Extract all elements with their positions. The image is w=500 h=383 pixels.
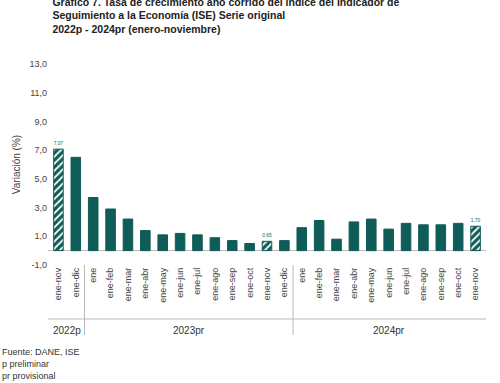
svg-text:ene: ene [88, 268, 98, 283]
svg-text:ene-nov: ene-nov [470, 267, 480, 300]
svg-text:ene-mar: ene-mar [331, 268, 341, 302]
svg-text:3,0: 3,0 [34, 203, 47, 213]
svg-text:ene-ago: ene-ago [418, 268, 428, 301]
svg-text:ene-abr: ene-abr [349, 268, 359, 299]
svg-text:ene-may: ene-may [158, 267, 168, 303]
svg-text:ene-ago: ene-ago [210, 268, 220, 301]
svg-text:11,0: 11,0 [30, 88, 47, 98]
svg-text:pr provisional: pr provisional [2, 371, 56, 381]
svg-text:ene-oct: ene-oct [453, 267, 463, 298]
svg-text:ene-jul: ene-jul [401, 268, 411, 295]
svg-text:ene-jul: ene-jul [192, 268, 202, 295]
svg-text:2022p: 2022p [53, 325, 81, 336]
svg-text:ene-oct: ene-oct [245, 267, 255, 298]
svg-text:0,65: 0,65 [262, 233, 272, 238]
svg-text:ene-feb: ene-feb [314, 268, 324, 299]
svg-text:ene-dic: ene-dic [71, 267, 81, 297]
svg-text:ene-may: ene-may [366, 267, 376, 303]
svg-text:Fuente: DANE, ISE: Fuente: DANE, ISE [2, 347, 80, 357]
svg-text:ene-feb: ene-feb [105, 268, 115, 299]
svg-text:13,0: 13,0 [29, 59, 47, 69]
svg-text:ene-jun: ene-jun [175, 268, 185, 298]
svg-text:2024pr: 2024pr [373, 325, 405, 336]
svg-text:p preliminar: p preliminar [2, 359, 49, 369]
svg-text:9,0: 9,0 [34, 117, 47, 127]
svg-text:5,0: 5,0 [34, 174, 47, 184]
svg-text:1,0: 1,0 [34, 231, 47, 241]
svg-text:7,07: 7,07 [54, 141, 64, 146]
svg-text:ene-sep: ene-sep [227, 268, 237, 301]
svg-text:7,0: 7,0 [34, 145, 47, 155]
svg-text:Variación (%): Variación (%) [11, 135, 22, 194]
svg-text:ene: ene [297, 268, 307, 283]
svg-text:ene-nov: ene-nov [262, 267, 272, 300]
svg-text:ene-dic: ene-dic [279, 267, 289, 297]
svg-text:-1,0: -1,0 [31, 260, 47, 270]
svg-text:ene-jun: ene-jun [384, 268, 394, 298]
svg-text:1,70: 1,70 [471, 218, 481, 223]
svg-text:ene-abr: ene-abr [140, 268, 150, 299]
svg-text:ene-sep: ene-sep [436, 268, 446, 301]
svg-text:ene-nov: ene-nov [53, 267, 63, 300]
svg-text:Gráfico 7. Tasa de crecimiento: Gráfico 7. Tasa de crecimiento año corri… [52, 0, 399, 35]
svg-text:ene-mar: ene-mar [123, 268, 133, 302]
svg-text:2023pr: 2023pr [173, 325, 205, 336]
